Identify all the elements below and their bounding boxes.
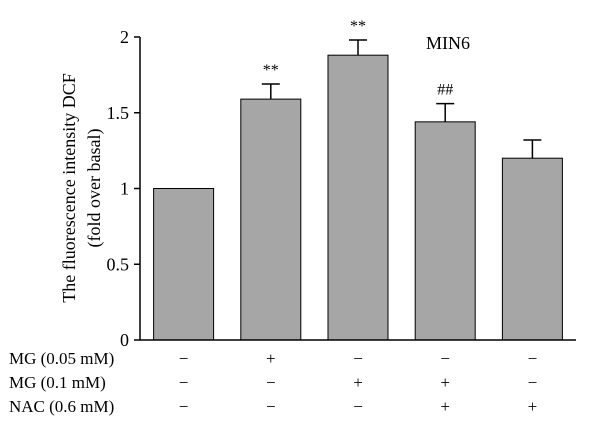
condition-label: MG (0.05 mM) [9, 349, 114, 368]
y-axis-label-line1: The fluorescence intensity DCF [59, 73, 79, 302]
condition-label: NAC (0.6 mM) [9, 397, 114, 416]
significance-label: ## [437, 82, 453, 99]
bar [414, 121, 476, 341]
bars-group [153, 54, 563, 341]
y-tick-label: 0 [120, 330, 129, 350]
y-tick-label: 1.5 [107, 103, 130, 123]
chart-title: MIN6 [426, 33, 470, 53]
condition-sign: + [266, 349, 276, 368]
condition-sign: + [440, 373, 450, 392]
significance-label: ** [350, 18, 366, 35]
condition-sign: − [179, 397, 189, 416]
condition-sign: − [440, 349, 450, 368]
bar [501, 157, 563, 341]
condition-sign: + [528, 397, 538, 416]
y-tick-label: 2 [120, 27, 129, 47]
significance-label: ** [263, 62, 279, 79]
bar [153, 188, 215, 341]
y-tick-label: 0.5 [107, 254, 130, 274]
condition-sign: − [179, 349, 189, 368]
condition-sign: − [266, 373, 276, 392]
error-bars-group [261, 39, 542, 159]
condition-label: MG (0.1 mM) [9, 373, 106, 392]
bar [327, 54, 389, 341]
y-axis-label-line2: (fold over basal) [84, 129, 105, 248]
significance-group: ** ** ## [263, 18, 453, 99]
condition-sign: − [528, 349, 538, 368]
condition-sign: − [528, 373, 538, 392]
condition-table: MG (0.05 mM) − + − − − MG (0.1 mM) − − + + − NAC (0.… [9, 349, 537, 416]
y-ticks-group: 0 0.5 1 1.5 2 [107, 27, 140, 350]
y-tick-label: 1 [120, 179, 129, 199]
bar [240, 98, 302, 341]
condition-sign: − [179, 373, 189, 392]
condition-sign: − [353, 349, 363, 368]
condition-sign: + [353, 373, 363, 392]
condition-sign: + [440, 397, 450, 416]
condition-sign: − [266, 397, 276, 416]
condition-sign: − [353, 397, 363, 416]
